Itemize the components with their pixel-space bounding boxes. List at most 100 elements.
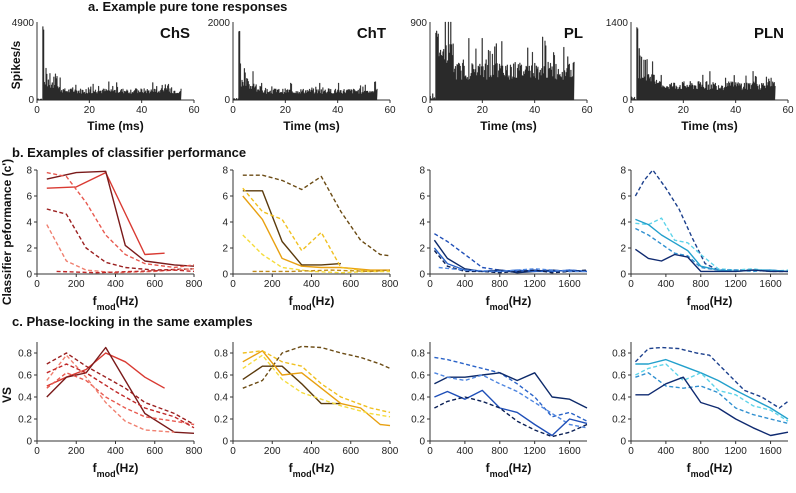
x-label-main: f (687, 461, 692, 475)
y-tick-max: 2000 (208, 18, 231, 29)
x-axis-label: fmod(Hz) (93, 461, 139, 479)
x-tick-label: 400 (303, 279, 320, 290)
y-tick-label: 0.2 (214, 415, 228, 426)
x-axis-label: fmod(Hz) (687, 294, 733, 312)
x-tick-label: 60 (384, 105, 396, 116)
section-title-b: b. Examples of classifier performance (12, 145, 246, 160)
series-line-4 (433, 250, 588, 274)
x-tick-label: 800 (186, 446, 203, 457)
series-line-2 (635, 217, 789, 273)
series-line-3 (46, 352, 195, 426)
x-label-unit: (Hz) (312, 294, 335, 308)
x-tick-label: 0 (34, 446, 40, 457)
x-label-unit: (Hz) (312, 461, 335, 475)
x-label-subscript: mod (490, 469, 509, 479)
line-panel-4: 0 0.2 0.4 0.6 0.8 0 400 800 1200 1600 fmod(Hz) (612, 342, 789, 479)
x-tick-label: 40 (332, 105, 344, 116)
x-tick-label: 400 (107, 446, 124, 457)
x-label-subscript: mod (97, 302, 116, 312)
y-tick-label: 8 (26, 166, 32, 177)
x-tick-label: 200 (264, 279, 281, 290)
x-tick-label: 1200 (524, 446, 547, 457)
y-tick-label: 0.4 (214, 393, 228, 404)
line-panel-2: 0 0.2 0.4 0.6 0.8 0 200 400 600 800 fmod(Hz) (214, 342, 399, 479)
x-axis-label: Time (ms) (87, 119, 143, 133)
x-tick-label: 20 (84, 105, 96, 116)
x-axis-label: Time (ms) (283, 119, 339, 133)
series-line-5 (635, 376, 789, 437)
x-axis-label: fmod(Hz) (486, 461, 532, 479)
y-tick-zero: 0 (622, 95, 628, 106)
x-tick-label: 0 (628, 446, 634, 457)
x-tick-label: 800 (491, 279, 508, 290)
x-tick-label: 800 (692, 446, 709, 457)
x-tick-label: 20 (678, 105, 690, 116)
line-panel-1: 0 2 4 6 8 0 200 400 600 800 fmod(Hz) (26, 166, 202, 313)
y-tick-label: 0 (26, 437, 32, 448)
x-tick-label: 20 (477, 105, 489, 116)
series-line-1 (634, 346, 789, 409)
y-tick-label: 0.8 (612, 349, 626, 360)
y-tick-label: 0.2 (612, 415, 626, 426)
panel-label: ChS (160, 25, 190, 42)
series-line-4 (635, 227, 789, 273)
line-panel-2: 0 2 4 6 8 0 200 400 600 800 fmod(Hz) (222, 166, 398, 313)
histogram-panel-chs: 4900 00 20 40 60 ChS Time (ms) (12, 18, 200, 133)
x-axis-label: Time (ms) (480, 119, 536, 133)
x-axis-label: fmod(Hz) (289, 461, 335, 479)
series-line-2 (434, 372, 588, 409)
y-axis-label-a: Spikes/s (9, 40, 23, 89)
x-tick-label: 60 (581, 105, 593, 116)
y-tick-label: 4 (419, 218, 425, 229)
y-tick-label: 6 (419, 192, 425, 203)
x-tick-label: 0 (427, 279, 433, 290)
y-tick-zero: 0 (421, 95, 427, 106)
panel-label: PL (564, 25, 583, 42)
x-label-unit: (Hz) (509, 294, 532, 308)
x-tick-label: 0 (34, 105, 40, 116)
x-tick-label: 1200 (725, 446, 748, 457)
row-c-phase-locking: 00.20.40.60.80 200 400 600 800fmod(Hz)00.20.… (0, 342, 789, 479)
histogram-bars (36, 26, 182, 101)
y-tick-label: 6 (620, 192, 626, 203)
y-axis-label: Classifier peformance (c') (0, 159, 14, 305)
series-line-2 (635, 358, 789, 420)
y-tick-label: 0 (26, 270, 32, 281)
x-tick-label: 800 (382, 446, 399, 457)
x-label-unit: (Hz) (116, 461, 139, 475)
y-tick-label: 0.8 (18, 349, 32, 360)
x-tick-label: 1600 (558, 279, 581, 290)
series-line-4 (242, 187, 390, 273)
x-label-main: f (486, 294, 491, 308)
x-tick-label: 20 (280, 105, 292, 116)
y-tick-label: 8 (620, 166, 626, 177)
x-label-main: f (289, 461, 294, 475)
series-line-2 (46, 170, 195, 267)
x-label-subscript: mod (691, 469, 710, 479)
x-tick-label: 0 (427, 446, 433, 457)
x-tick-label: 400 (303, 446, 320, 457)
y-tick-label: 4 (620, 218, 626, 229)
series-line-5 (434, 396, 588, 438)
x-tick-label: 0 (230, 446, 236, 457)
y-tick-label: 0.2 (18, 415, 32, 426)
x-tick-label: 40 (136, 105, 148, 116)
x-axis-label: fmod(Hz) (486, 294, 532, 312)
x-tick-label: 0 (628, 279, 634, 290)
x-label-unit: (Hz) (116, 294, 139, 308)
y-tick-label: 6 (26, 192, 32, 203)
series-line-5 (46, 354, 175, 433)
x-label-unit: (Hz) (710, 294, 733, 308)
series-line-3 (434, 372, 588, 429)
y-tick-label: 0.8 (214, 349, 228, 360)
histogram-bars (429, 21, 575, 101)
y-tick-max: 1400 (606, 18, 629, 29)
x-label-subscript: mod (490, 302, 509, 312)
x-tick-label: 0 (34, 279, 40, 290)
x-label-main: f (93, 461, 98, 475)
series-line-2 (46, 346, 195, 434)
series-line-1 (434, 233, 588, 273)
x-tick-label: 800 (382, 279, 399, 290)
series-line-3 (433, 247, 588, 273)
